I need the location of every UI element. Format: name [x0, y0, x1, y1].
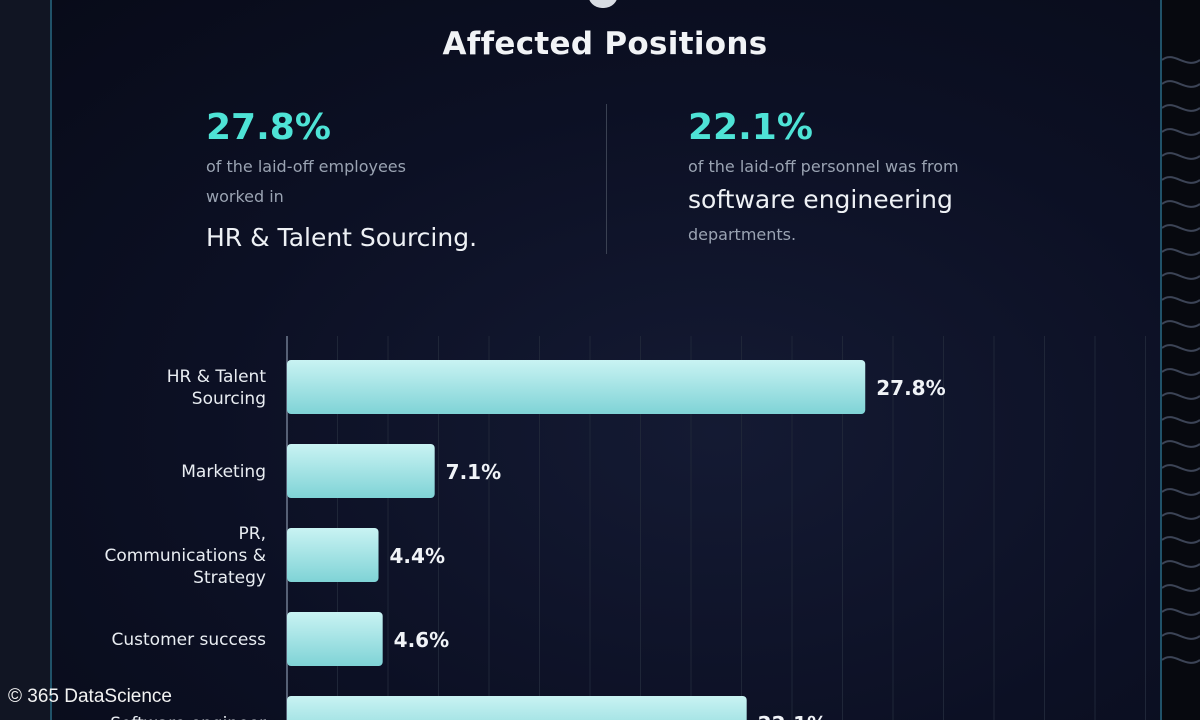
right-decorative-pattern: [1162, 0, 1200, 720]
stat-value: 22.1%: [688, 107, 813, 148]
wave-line: [1162, 368, 1200, 376]
category-label-line: Marketing: [181, 462, 266, 482]
bar: [287, 696, 747, 720]
bar-value-label: 22.1%: [758, 712, 827, 720]
bar-value-label: 4.6%: [394, 628, 449, 652]
wave-line: [1162, 656, 1200, 664]
category-label-line: Communications &: [104, 546, 266, 566]
category-label: PR, Communications & Strategy: [104, 524, 266, 588]
wave-line: [1162, 416, 1200, 424]
stat-value: 27.8%: [206, 107, 331, 148]
wave-line: [1162, 128, 1200, 136]
wave-line: [1162, 488, 1200, 496]
page-title: Affected Positions: [442, 26, 768, 62]
wave-line: [1162, 272, 1200, 280]
stat-caption-line: departments.: [688, 225, 797, 244]
wave-line: [1162, 440, 1200, 448]
right-border-line: [1160, 0, 1162, 720]
stat-block-hr: 27.8% of the laid-off employees worked i…: [206, 106, 477, 256]
stat-caption-line: of the laid-off personnel was from: [688, 157, 959, 176]
stat-highlight: software engineering: [688, 185, 953, 214]
bar: [287, 612, 383, 666]
wave-line: [1162, 464, 1200, 472]
wave-line: [1162, 56, 1200, 64]
wave-line: [1162, 176, 1200, 184]
category-label-line: Customer success: [112, 630, 267, 650]
category-label-line: Sourcing: [192, 389, 266, 409]
wave-line: [1162, 80, 1200, 88]
wave-line: [1162, 224, 1200, 232]
stat-highlight: HR & Talent Sourcing.: [206, 223, 478, 252]
bar-value-label: 4.4%: [390, 544, 445, 568]
bar-value-label: 7.1%: [446, 460, 501, 484]
left-background-strip: [0, 0, 50, 720]
bar: [287, 444, 435, 498]
category-label-line: PR,: [239, 524, 266, 544]
bar-chart: 27.8% HR & Talent Sourcing 7.1% Marketing 4.4…: [104, 336, 1146, 720]
left-border-line: [50, 0, 52, 720]
logo-icon: [588, 0, 618, 8]
category-label: Marketing: [181, 462, 266, 482]
wave-line: [1162, 584, 1200, 592]
wave-line: [1162, 200, 1200, 208]
category-label-line: Strategy: [193, 568, 266, 588]
wave-pattern-graphic: [1162, 56, 1200, 664]
wave-line: [1162, 632, 1200, 640]
wave-line: [1162, 392, 1200, 400]
stat-caption-line: worked in: [206, 187, 284, 206]
bar-value-label: 27.8%: [876, 376, 945, 400]
wave-line: [1162, 104, 1200, 112]
category-label: Software engineer: [110, 714, 266, 720]
stat-block-software: 22.1% of the laid-off personnel was from…: [688, 106, 959, 248]
wave-line: [1162, 512, 1200, 520]
wave-line: [1162, 320, 1200, 328]
wave-line: [1162, 536, 1200, 544]
bar: [287, 360, 866, 414]
wave-line: [1162, 296, 1200, 304]
stat-caption-line: of the laid-off employees: [206, 157, 406, 176]
category-label: HR & Talent Sourcing: [167, 367, 267, 409]
wave-line: [1162, 344, 1200, 352]
stat-divider: [606, 104, 607, 254]
wave-line: [1162, 608, 1200, 616]
category-label-line: Software engineer: [110, 714, 266, 720]
watermark: © 365 DataScience: [8, 686, 172, 707]
category-label-line: HR & Talent: [167, 367, 267, 387]
category-label: Customer success: [112, 630, 267, 650]
wave-line: [1162, 560, 1200, 568]
wave-line: [1162, 152, 1200, 160]
bar: [287, 528, 379, 582]
wave-line: [1162, 248, 1200, 256]
